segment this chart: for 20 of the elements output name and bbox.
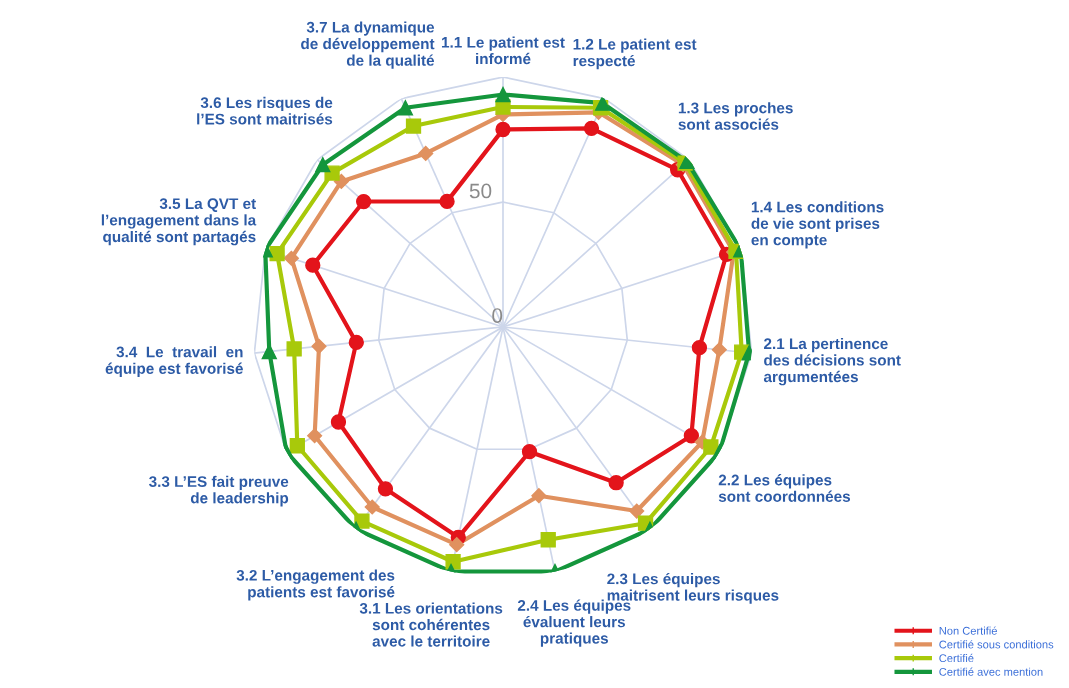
spoke-label: 3.7 La dynamique de développement de la qualité xyxy=(301,21,435,69)
spoke-label: 1.1 Le patient est informé xyxy=(441,36,565,65)
legend-label: Certifié avec mention xyxy=(939,667,1043,676)
spoke-label: 1.4 Les conditions de vie sont prises en compte xyxy=(751,201,884,249)
legend-label: Non Certifié xyxy=(939,626,997,635)
spoke-label: 3.4 Le travail en équipe est favorisé xyxy=(105,346,243,377)
spoke-label: 1.2 Le patient est respecté xyxy=(573,38,697,70)
spoke-label: 3.6 Les risques de l’ES sont maitrisés xyxy=(197,96,333,125)
spoke-label: 3.2 L’engagement des patients est favorisé xyxy=(236,569,395,601)
spoke-label: 3.3 L’ES fait preuve de leadership xyxy=(149,475,289,507)
legend-label: Certifié sous conditions xyxy=(939,640,1054,649)
spoke-label: 3.1 Les orientations sont cohérentes avec le territoire xyxy=(359,602,503,647)
y-tick-label: 50 xyxy=(469,183,492,199)
y-tick-label: 0 xyxy=(492,308,503,323)
spoke-label: 1.3 Les proches sont associés xyxy=(678,102,793,130)
spoke-label: 2.2 Les équipes sont coordonnées xyxy=(718,474,851,502)
spoke-label: 2.1 La pertinence des décisions sont argumentées xyxy=(763,337,901,386)
spoke-label: 3.5 La QVT et l’engagement dans la qualité sont partagés xyxy=(101,198,257,246)
spoke-label: 2.4 Les équipes évaluent leurs pratiques xyxy=(517,599,631,647)
legend-label: Certifié xyxy=(939,653,974,663)
